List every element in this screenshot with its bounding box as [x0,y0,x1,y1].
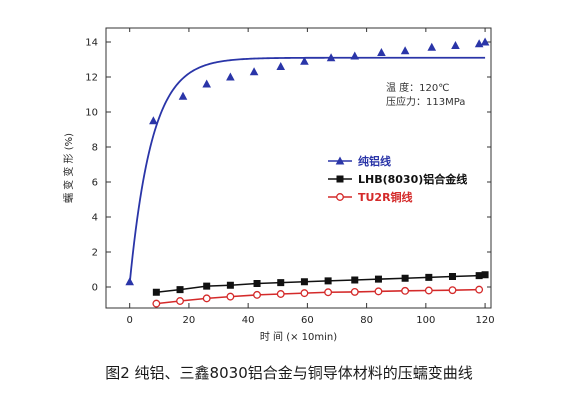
y-tick-label: 2 [92,248,98,259]
legend-item: 纯铝线 [328,154,391,168]
data-point [449,273,456,280]
x-tick-label: 120 [476,315,495,326]
data-point [276,62,286,70]
data-point [324,288,333,297]
series-fit-curve [128,56,486,284]
data-point [226,72,235,81]
data-point [480,37,490,46]
data-point [249,67,259,76]
data-point [176,286,184,294]
data-point [475,285,484,294]
y-tick-label: 6 [92,178,98,189]
data-point [253,290,261,299]
data-point [277,279,285,287]
data-point [401,286,410,295]
data-point [377,48,386,56]
y-tick-label: 14 [85,38,98,49]
data-point [425,273,433,281]
legend-label: LHB(8030)铝合金线 [358,172,467,186]
data-point [326,53,336,62]
data-point [203,282,211,290]
data-point [300,289,309,298]
data-point [374,275,382,283]
x-tick-label: 100 [416,315,435,326]
data-point [300,278,308,286]
x-axis-label: 时 间 (× 10min) [260,330,337,343]
data-point [475,272,483,280]
x-tick-label: 80 [360,315,373,326]
series-1 [125,37,490,286]
y-tick-label: 12 [85,73,98,84]
series-3 [152,285,484,308]
data-point [202,79,211,88]
legend-marker [336,193,344,201]
y-tick-label: 10 [85,108,98,119]
data-point [125,277,134,286]
data-point [401,274,409,282]
legend-label: TU2R铜线 [358,190,413,204]
data-point [300,56,309,65]
legend-item: LHB(8030)铝合金线 [328,172,467,186]
data-point [276,290,285,298]
x-tick-label: 0 [127,315,133,326]
legend-item: TU2R铜线 [328,190,413,204]
data-point [481,271,489,279]
data-point [226,281,234,289]
y-tick-label: 0 [92,283,98,294]
data-point [253,280,261,287]
figure-caption: 图2 纯铝、三鑫8030铝合金与铜导体材料的压蠕变曲线 [105,364,473,382]
data-point [226,292,235,301]
data-point [400,46,410,55]
x-tick-label: 60 [301,315,314,326]
data-point [424,286,433,295]
legend-label: 纯铝线 [358,154,391,168]
data-point [178,91,188,100]
condition-annotation: 压应力：113MPa [386,95,465,108]
legend-marker [336,175,344,183]
data-point [152,299,161,308]
data-point [448,286,457,295]
creep-chart: 0 20 40 60 80 100 120 0 2 4 6 8 10 12 14 时 间 (× 10min) 蠕… [62,27,495,343]
data-point [149,116,158,125]
data-point [324,277,332,285]
data-point [176,297,184,305]
data-point [350,51,360,60]
y-tick-label: 8 [92,143,98,154]
data-point [374,287,383,296]
y-tick-label: 4 [92,213,98,224]
legend-marker [335,156,345,165]
series-2 [152,271,489,296]
x-tick-label: 40 [242,315,255,326]
data-point [202,294,211,303]
y-axis-label: 蠕 变 变 形 (%) [62,133,75,203]
data-point [351,276,359,284]
condition-annotation: 温 度：120℃ [386,81,450,94]
data-point [427,42,437,51]
data-point [152,288,160,296]
data-point [350,287,359,296]
data-point [451,41,460,49]
x-tick-label: 20 [183,315,196,326]
plot-frame [105,27,492,309]
